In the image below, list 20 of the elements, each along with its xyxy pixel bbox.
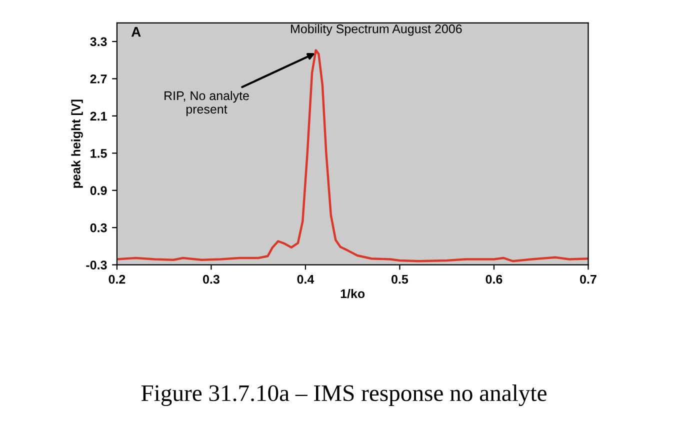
x-tick-label: 0.2 xyxy=(108,274,126,284)
annotation: RIP, No analyte present xyxy=(164,90,249,116)
annotation: A xyxy=(131,27,141,37)
x-axis-title: 1/ko xyxy=(340,288,365,298)
x-tick-label: 0.6 xyxy=(486,274,502,284)
chart-title: Mobility Spectrum August 2006 xyxy=(291,24,462,36)
x-tick-label: 0.4 xyxy=(297,274,314,284)
x-tick-label: 0.5 xyxy=(392,274,408,284)
y-tick-label: 1.5 xyxy=(90,149,107,158)
x-tick-label: 0.7 xyxy=(580,274,596,284)
x-tick-label: 0.3 xyxy=(203,274,220,284)
y-tick-label: 3.3 xyxy=(90,37,107,46)
y-tick-label: 0.3 xyxy=(90,223,107,232)
caption: Figure 31.7.10a – IMS response no analyte xyxy=(141,384,546,406)
y-tick-label: 2.1 xyxy=(90,112,107,120)
y-tick-label: -0.3 xyxy=(86,260,107,270)
y-tick-label: 0.9 xyxy=(90,186,107,196)
y-tick-label: 2.7 xyxy=(90,74,107,84)
line-series xyxy=(116,49,588,262)
y-axis-title: peak height [V] xyxy=(71,100,83,188)
